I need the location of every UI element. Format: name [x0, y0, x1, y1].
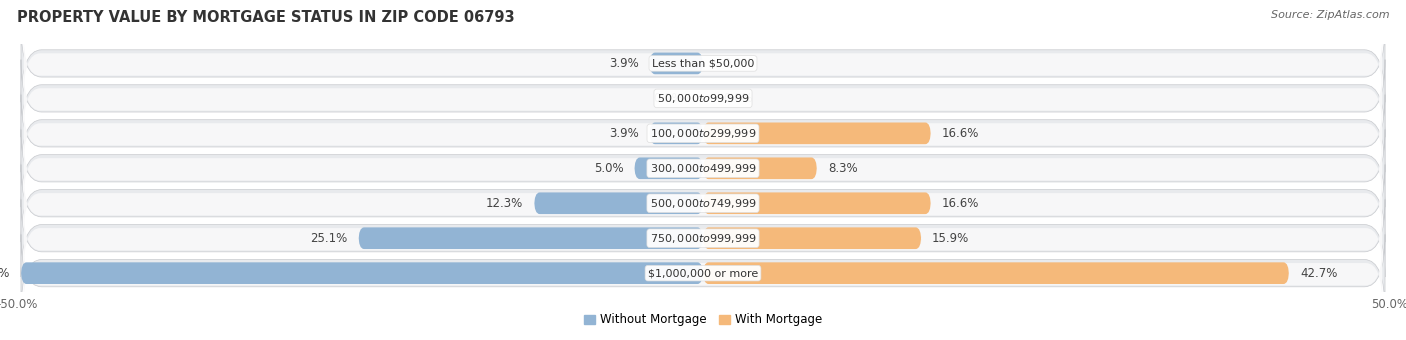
FancyBboxPatch shape [21, 200, 1385, 277]
FancyBboxPatch shape [534, 192, 703, 214]
FancyBboxPatch shape [21, 95, 1385, 172]
Text: $100,000 to $299,999: $100,000 to $299,999 [650, 127, 756, 140]
Text: 3.9%: 3.9% [609, 57, 638, 70]
FancyBboxPatch shape [703, 262, 1289, 284]
Legend: Without Mortgage, With Mortgage: Without Mortgage, With Mortgage [579, 309, 827, 331]
Text: 25.1%: 25.1% [311, 232, 347, 245]
FancyBboxPatch shape [703, 122, 931, 144]
FancyBboxPatch shape [24, 243, 1382, 305]
Text: Less than $50,000: Less than $50,000 [652, 58, 754, 68]
FancyBboxPatch shape [21, 24, 1385, 102]
Text: 0.0%: 0.0% [724, 92, 754, 105]
FancyBboxPatch shape [21, 262, 703, 284]
Text: 15.9%: 15.9% [932, 232, 969, 245]
Text: $300,000 to $499,999: $300,000 to $499,999 [650, 162, 756, 175]
FancyBboxPatch shape [24, 139, 1382, 200]
FancyBboxPatch shape [650, 122, 703, 144]
Text: 16.6%: 16.6% [942, 197, 979, 210]
Text: 0.0%: 0.0% [652, 92, 682, 105]
FancyBboxPatch shape [703, 227, 921, 249]
FancyBboxPatch shape [634, 157, 703, 179]
Text: $50,000 to $99,999: $50,000 to $99,999 [657, 92, 749, 105]
FancyBboxPatch shape [24, 34, 1382, 95]
FancyBboxPatch shape [703, 157, 817, 179]
Text: 8.3%: 8.3% [828, 162, 858, 175]
Text: 49.7%: 49.7% [0, 267, 10, 280]
Text: PROPERTY VALUE BY MORTGAGE STATUS IN ZIP CODE 06793: PROPERTY VALUE BY MORTGAGE STATUS IN ZIP… [17, 10, 515, 25]
Text: 42.7%: 42.7% [1301, 267, 1337, 280]
Text: 0.0%: 0.0% [724, 57, 754, 70]
Text: 5.0%: 5.0% [593, 162, 623, 175]
Text: 3.9%: 3.9% [609, 127, 638, 140]
Text: $750,000 to $999,999: $750,000 to $999,999 [650, 232, 756, 245]
FancyBboxPatch shape [24, 173, 1382, 235]
FancyBboxPatch shape [24, 104, 1382, 165]
Text: $500,000 to $749,999: $500,000 to $749,999 [650, 197, 756, 210]
FancyBboxPatch shape [24, 208, 1382, 270]
FancyBboxPatch shape [24, 69, 1382, 130]
FancyBboxPatch shape [359, 227, 703, 249]
FancyBboxPatch shape [21, 234, 1385, 312]
FancyBboxPatch shape [650, 53, 703, 74]
FancyBboxPatch shape [21, 59, 1385, 137]
FancyBboxPatch shape [21, 130, 1385, 207]
Text: Source: ZipAtlas.com: Source: ZipAtlas.com [1271, 10, 1389, 20]
FancyBboxPatch shape [21, 165, 1385, 242]
Text: $1,000,000 or more: $1,000,000 or more [648, 268, 758, 278]
Text: 16.6%: 16.6% [942, 127, 979, 140]
FancyBboxPatch shape [703, 192, 931, 214]
Text: 12.3%: 12.3% [486, 197, 523, 210]
